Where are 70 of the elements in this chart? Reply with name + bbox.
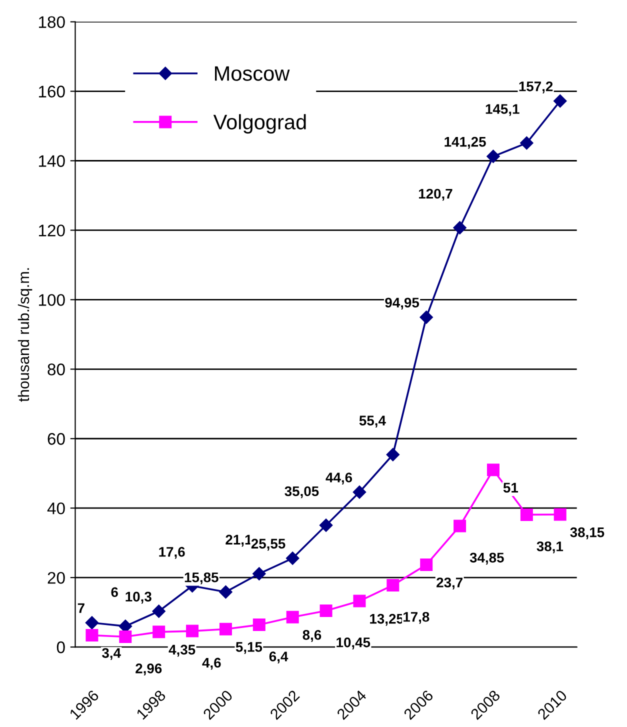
data-label: 94,95 [385,298,420,310]
data-label: 145,1 [486,104,520,116]
data-label: 21,1 [226,534,252,547]
data-label: 25,55 [251,538,286,551]
y-tick-label: 80 [48,364,65,376]
y-tick-label: 180 [38,16,65,28]
point [152,604,166,618]
data-label: 7 [78,603,84,613]
point [352,486,366,499]
data-label: 10,3 [126,592,152,604]
point [554,508,566,521]
point [219,585,232,599]
data-label: 141,25 [444,136,486,149]
data-label: 5,15 [236,642,262,654]
point [286,610,299,624]
point [520,136,534,150]
y-tick-label: 100 [38,294,65,306]
point [119,630,132,643]
data-label: 35,05 [284,486,319,498]
point [453,221,466,234]
data-label: 4,6 [202,658,221,670]
data-label: 17,6 [159,546,185,559]
point [486,150,500,163]
data-label: 6,4 [269,652,288,664]
point [320,604,332,617]
y-tick-label: 160 [38,86,65,98]
data-label: 120,7 [418,188,452,201]
data-label: 6 [111,587,118,598]
y-tick-label: 140 [38,155,65,167]
data-label: 10,45 [336,637,370,650]
point [86,628,98,642]
point [252,567,266,580]
data-label: 51 [503,482,518,493]
data-label: 34,85 [470,552,504,565]
data-label: 44,6 [326,472,352,484]
point [85,616,99,630]
point [486,464,500,476]
point [319,518,333,532]
point [520,508,533,521]
point [420,558,433,571]
legend-label: Volgograd [213,114,306,134]
y-tick-label: 0 [56,641,65,654]
point [286,552,300,565]
point [420,310,433,324]
point [186,624,199,638]
point [386,448,400,462]
point [219,622,232,636]
point [252,618,266,632]
data-label: 38,15 [570,527,604,540]
data-label: 2,96 [136,664,162,676]
data-label: 3,4 [102,648,121,660]
data-label: 157,2 [519,81,553,94]
data-label: 38,1 [536,541,564,554]
point [152,626,166,638]
data-label: 4,35 [168,644,196,657]
point [386,578,400,592]
data-label: 55,4 [359,416,386,428]
legend-label: Moscow [214,66,290,81]
data-label: 15,85 [184,572,218,584]
data-label: 23,7 [436,578,463,590]
y-tick-label: 120 [38,224,65,236]
y-axis-title: thousand rub./sq.m. [18,268,32,402]
point [554,94,567,108]
y-tick-label: 60 [48,433,65,445]
data-label: 17,8 [404,612,430,624]
point [353,594,366,608]
y-tick-label: 20 [48,572,65,584]
data-label: 8,6 [302,630,322,642]
point [454,520,466,532]
y-tick-label: 40 [47,502,65,514]
